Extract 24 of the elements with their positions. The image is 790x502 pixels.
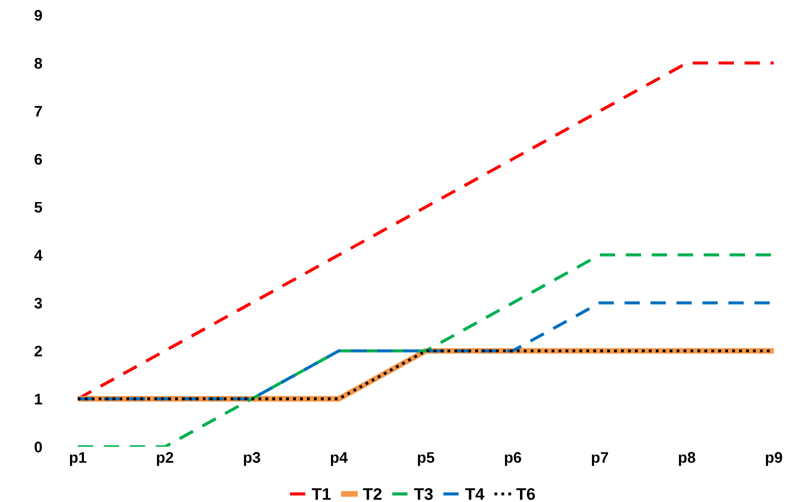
y-tick-label: 0 xyxy=(34,442,42,452)
y-tick-label: 1 xyxy=(35,394,42,404)
legend-label: T2 xyxy=(362,488,382,500)
x-tick-label: p6 xyxy=(504,452,522,466)
legend-label: T6 xyxy=(516,488,535,500)
x-tick-label: p5 xyxy=(418,452,434,466)
y-tick-label: 3 xyxy=(34,298,42,309)
y-tick-label: 4 xyxy=(34,250,42,260)
x-tick-label: p8 xyxy=(678,452,696,466)
legend-label: T1 xyxy=(312,488,331,500)
legend-label: T3 xyxy=(414,488,433,500)
y-tick-label: 8 xyxy=(34,58,42,69)
x-tick-label: p4 xyxy=(330,452,348,466)
x-tick-label: p7 xyxy=(592,452,608,466)
y-tick-label: 2 xyxy=(34,346,42,356)
y-tick-label: 6 xyxy=(34,154,42,165)
y-tick-label: 7 xyxy=(34,106,42,117)
x-tick-label: p1 xyxy=(70,452,86,466)
x-tick-label: p2 xyxy=(156,452,174,466)
x-tick-label: p3 xyxy=(244,452,260,466)
legend-label: T4 xyxy=(465,488,484,500)
y-tick-label: 5 xyxy=(34,202,42,213)
y-tick-label: 9 xyxy=(34,10,42,21)
x-tick-label: p9 xyxy=(766,452,782,466)
